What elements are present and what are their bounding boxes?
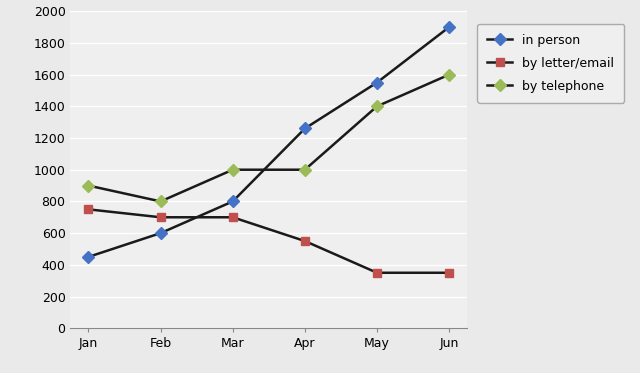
by letter/email	[301, 239, 308, 243]
by telephone	[157, 199, 164, 204]
by letter/email	[373, 270, 381, 275]
Legend: in person, by letter/email, by telephone: in person, by letter/email, by telephone	[477, 24, 625, 103]
in person	[301, 126, 308, 131]
by letter/email	[445, 270, 453, 275]
by letter/email	[229, 215, 237, 219]
Line: by letter/email: by letter/email	[84, 205, 453, 277]
by letter/email	[157, 215, 164, 219]
Line: by telephone: by telephone	[84, 70, 453, 206]
in person	[229, 199, 237, 204]
by telephone	[84, 184, 92, 188]
in person	[445, 25, 453, 29]
Line: in person: in person	[84, 23, 453, 261]
in person	[157, 231, 164, 235]
by telephone	[229, 167, 237, 172]
by telephone	[301, 167, 308, 172]
by letter/email	[84, 207, 92, 211]
in person	[84, 255, 92, 259]
in person	[373, 80, 381, 85]
by telephone	[445, 72, 453, 77]
by telephone	[373, 104, 381, 109]
